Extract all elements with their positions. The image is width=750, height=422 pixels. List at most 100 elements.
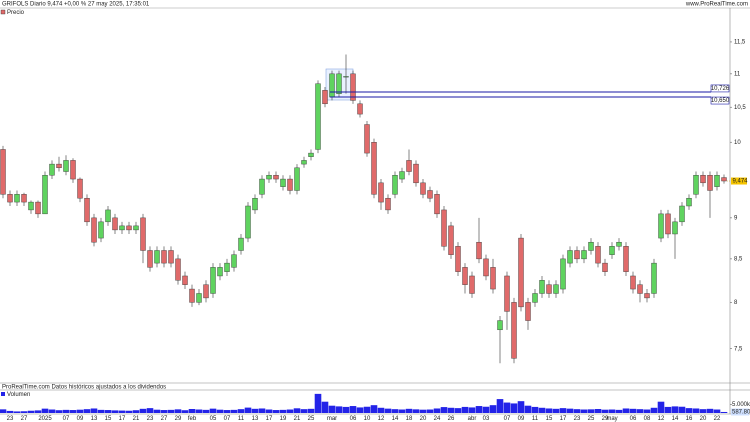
volume-bar xyxy=(468,407,476,413)
volume-bar xyxy=(104,410,112,413)
x-tick-label: 27 xyxy=(21,416,28,422)
x-tick-label: 23 xyxy=(574,416,581,422)
volume-bar xyxy=(412,409,420,413)
candle-body xyxy=(7,194,13,203)
candle-body xyxy=(252,197,258,211)
volume-bar xyxy=(433,408,441,413)
volume-bar xyxy=(685,408,693,413)
candle-body xyxy=(294,167,300,191)
volume-bar xyxy=(384,408,392,413)
volume-bar xyxy=(461,406,469,413)
candle-body xyxy=(266,175,272,180)
volume-bar xyxy=(363,406,371,413)
legend-label: Volumen xyxy=(7,392,30,398)
x-tick-label: 05 xyxy=(210,416,217,422)
candle-body xyxy=(497,320,503,331)
volume-bar xyxy=(195,409,203,413)
volume-bar xyxy=(55,410,63,413)
volume-bar xyxy=(699,409,707,413)
candle-body xyxy=(476,241,482,260)
candle-body xyxy=(315,83,321,150)
x-tick-label: 15 xyxy=(546,416,553,422)
candle-body xyxy=(98,221,104,239)
volume-bar xyxy=(454,408,462,413)
volume-bar xyxy=(265,409,273,413)
volume-bar xyxy=(370,405,378,413)
candle-body xyxy=(420,182,426,195)
candle-body xyxy=(357,103,363,115)
candle-body xyxy=(560,258,566,290)
x-tick-label: 23 xyxy=(7,416,14,422)
volume-bar xyxy=(300,409,308,413)
candle-body xyxy=(28,201,34,211)
volume-bar xyxy=(608,409,616,413)
x-tick-label: 15 xyxy=(105,416,112,422)
candle-body xyxy=(525,302,531,321)
candle-body xyxy=(63,160,69,172)
volume-bar xyxy=(34,410,42,413)
x-tick-label: 10 xyxy=(364,416,371,422)
candle-body xyxy=(196,293,202,303)
candle-body xyxy=(700,175,706,184)
y-tick-label: 11 xyxy=(734,71,741,77)
volume-bar xyxy=(188,409,196,413)
volume-bar xyxy=(419,409,427,413)
x-tick-label: 24 xyxy=(434,416,441,422)
volume-last-badge xyxy=(731,408,749,416)
x-tick-label: 18 xyxy=(406,416,413,422)
volume-bar xyxy=(48,409,56,413)
volume-bar xyxy=(111,410,119,413)
volume-bar xyxy=(20,411,28,413)
volume-bar xyxy=(545,408,553,413)
candle-body xyxy=(602,262,608,272)
candle-body xyxy=(182,275,188,285)
volume-bar xyxy=(356,407,364,413)
volume-bar xyxy=(223,410,231,413)
candle-body xyxy=(490,267,496,290)
volume-bar xyxy=(244,407,252,413)
candle-body xyxy=(56,163,62,169)
volume-bar xyxy=(713,409,721,413)
candle-body xyxy=(0,149,6,195)
volume-bar xyxy=(657,401,665,413)
volume-bar xyxy=(209,408,217,413)
volume-bar xyxy=(440,407,448,413)
volume-bar xyxy=(125,410,133,413)
candle-body xyxy=(224,262,230,272)
volume-bar xyxy=(202,409,210,413)
volume-bar xyxy=(153,409,161,413)
candle-body xyxy=(70,160,76,180)
x-tick-label: may xyxy=(606,416,617,422)
candle-body xyxy=(42,175,48,215)
candle-body xyxy=(455,246,461,272)
x-tick-label: 2025 xyxy=(38,416,52,422)
volume-bar xyxy=(13,411,21,413)
volume-bar xyxy=(524,405,532,413)
x-tick-label: 06 xyxy=(350,416,357,422)
volume-bar xyxy=(237,409,245,413)
candle-body xyxy=(21,194,27,203)
volume-bar xyxy=(272,410,280,413)
x-tick-label: feb xyxy=(188,416,197,422)
candle-body xyxy=(371,142,377,195)
candle-body xyxy=(616,241,622,247)
volume-bar xyxy=(321,401,329,413)
level-label: 10,726 xyxy=(711,86,730,92)
candle-body xyxy=(686,197,692,207)
x-tick-label: 21 xyxy=(133,416,140,422)
candle-body xyxy=(623,246,629,272)
x-tick-label: 12 xyxy=(658,416,665,422)
candle-body xyxy=(308,152,314,157)
volume-bar xyxy=(258,408,266,413)
x-tick-label: 20 xyxy=(420,416,427,422)
x-tick-label: 07 xyxy=(504,416,511,422)
x-tick-label: 29 xyxy=(602,416,609,422)
volume-bar xyxy=(405,408,413,413)
y-tick-label: 10 xyxy=(734,140,741,146)
level-label: 10,650 xyxy=(711,98,730,104)
volume-bar xyxy=(503,402,511,413)
x-tick-label: 03 xyxy=(483,416,490,422)
candle-body xyxy=(651,262,657,294)
x-tick-label: 12 xyxy=(378,416,385,422)
volume-bar xyxy=(447,407,455,413)
